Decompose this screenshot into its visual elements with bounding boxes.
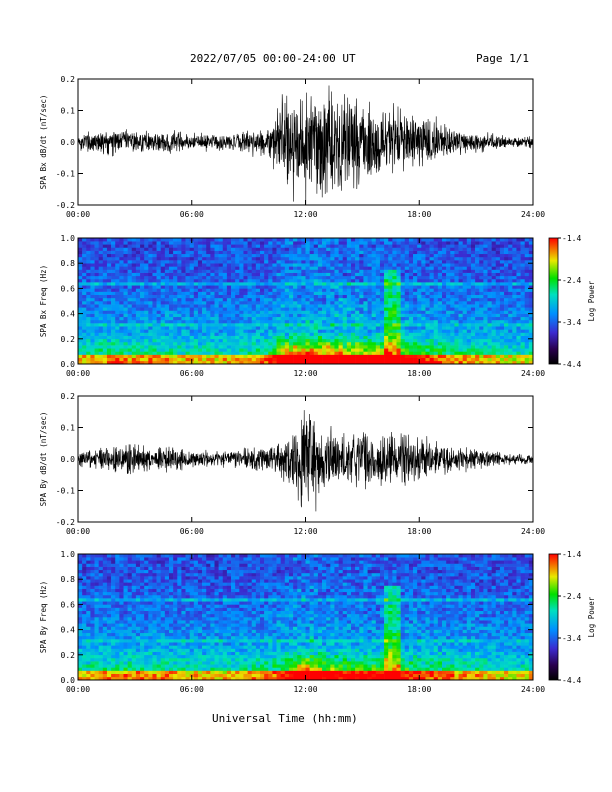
y-tick-label: 0.2 [61,651,76,660]
y-tick-label: 0.2 [61,75,76,84]
y-tick-label: -0.1 [56,170,75,179]
x-tick-label: 18:00 [407,527,431,536]
x-tick-label: 06:00 [180,210,204,219]
waveform-trace-2 [77,410,534,512]
y-tick-label: 0.6 [61,600,76,609]
x-tick-label: 12:00 [293,685,317,694]
spectrogram-image-1 [78,238,534,365]
y-tick-label: 0.8 [61,575,76,584]
page-indicator: Page 1/1 [476,52,529,65]
x-tick-label: 06:00 [180,685,204,694]
x-tick-label: 00:00 [66,369,90,378]
y-tick-label: 0.0 [61,138,76,147]
x-tick-label: 12:00 [293,369,317,378]
colorbar-tick-label: -3.4 [562,318,581,327]
x-tick-label: 12:00 [293,210,317,219]
x-tick-label: 24:00 [521,527,545,536]
x-tick-label: 06:00 [180,369,204,378]
x-axis-label: Universal Time (hh:mm) [212,712,358,725]
y-tick-label: -0.2 [56,518,75,527]
x-tick-label: 18:00 [407,685,431,694]
x-tick-label: 24:00 [521,210,545,219]
colorbar-tick-label: -4.4 [562,676,581,685]
y-tick-label: 0.1 [61,424,76,433]
y-axis-label: SPA By Freq (Hz) [39,581,48,653]
colorbar-3 [548,553,559,681]
x-tick-label: 18:00 [407,210,431,219]
y-axis-label: SPA By dB/dt (nT/sec) [39,412,48,507]
x-tick-label: 24:00 [521,685,545,694]
y-tick-label: 1.0 [61,550,76,559]
y-tick-label: 1.0 [61,234,76,243]
y-tick-label: 0.0 [61,676,76,685]
y-tick-label: 0.2 [61,392,76,401]
date-range-title: 2022/07/05 00:00-24:00 UT [190,52,356,65]
colorbar-tick-label: -2.4 [562,276,581,285]
x-tick-label: 18:00 [407,369,431,378]
y-tick-label: 0.2 [61,335,76,344]
y-tick-label: 0.4 [61,626,76,635]
colorbar-tick-label: -2.4 [562,592,581,601]
x-tick-label: 00:00 [66,685,90,694]
colorbar-label: Log Power [587,280,596,321]
y-axis-label: SPA Bx dB/dt (nT/sec) [39,95,48,190]
x-tick-label: 12:00 [293,527,317,536]
y-tick-label: 0.6 [61,284,76,293]
colorbar-tick-label: -1.4 [562,550,581,559]
y-tick-label: -0.2 [56,201,75,210]
x-tick-label: 00:00 [66,527,90,536]
y-tick-label: 0.0 [61,360,76,369]
x-tick-label: 06:00 [180,527,204,536]
y-tick-label: 0.8 [61,259,76,268]
waveform-trace-0 [77,85,534,206]
y-tick-label: -0.1 [56,487,75,496]
colorbar-tick-label: -3.4 [562,634,581,643]
y-axis-label: SPA Bx Freq (Hz) [39,265,48,337]
x-tick-label: 00:00 [66,210,90,219]
x-tick-label: 24:00 [521,369,545,378]
y-tick-label: 0.4 [61,310,76,319]
colorbar-tick-label: -1.4 [562,234,581,243]
colorbar-tick-label: -4.4 [562,360,581,369]
y-tick-label: 0.1 [61,107,76,116]
colorbar-1 [548,237,559,365]
spectrogram-image-3 [78,554,534,681]
y-tick-label: 0.0 [61,455,76,464]
colorbar-label: Log Power [587,596,596,637]
